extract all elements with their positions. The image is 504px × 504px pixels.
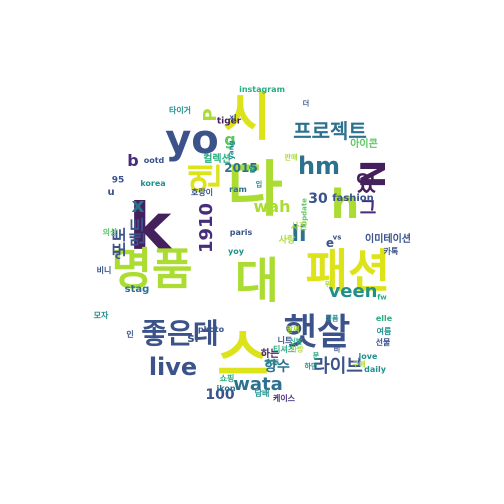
cloud-word: instagram xyxy=(239,85,285,94)
cloud-word: 대 xyxy=(234,253,280,309)
cloud-word: 2015 xyxy=(224,161,258,175)
cloud-word: elle xyxy=(375,314,393,323)
cloud-word: 판매 xyxy=(284,153,298,162)
cloud-word: 비니 xyxy=(96,266,112,275)
cloud-word: yang xyxy=(227,140,236,160)
cloud-word: wah xyxy=(253,197,291,216)
cloud-word: 30 xyxy=(308,191,328,207)
cloud-word: 정품 xyxy=(325,314,339,323)
cloud-word: 사진 xyxy=(290,222,308,233)
cloud-word: 1910 xyxy=(196,202,217,254)
cloud-word: 명품 xyxy=(111,244,193,295)
cloud-word: 인 xyxy=(126,330,134,339)
cloud-word: 있 xyxy=(355,172,377,197)
cloud-word: 비 xyxy=(333,345,341,354)
cloud-word: k xyxy=(128,191,172,265)
cloud-word: daily xyxy=(364,365,386,374)
cloud-word: 가방 xyxy=(290,345,304,354)
cloud-word: c xyxy=(115,251,121,262)
cloud-word: 여름 xyxy=(376,327,392,336)
cloud-word: veen xyxy=(328,281,378,302)
cloud-word: 더 xyxy=(302,99,310,108)
cloud-word: 햇살 xyxy=(283,312,351,353)
cloud-word: 하는 xyxy=(260,349,280,360)
cloud-word: love xyxy=(358,352,378,361)
cloud-word: 선물 xyxy=(375,338,391,347)
cloud-word: 입 xyxy=(255,180,263,189)
cloud-word: tiger xyxy=(216,116,242,127)
cloud-word: 티셔츠 xyxy=(272,345,296,354)
cloud-word: 이미테이션 xyxy=(365,234,411,245)
cloud-word: wata xyxy=(233,374,283,395)
cloud-word: vs xyxy=(332,233,342,242)
cloud-word: yo xyxy=(165,117,219,163)
cloud-word: e xyxy=(325,236,335,250)
cloud-word: x xyxy=(131,193,145,217)
cloud-word: 타이거 xyxy=(168,106,192,115)
cloud-word: ikon xyxy=(216,384,236,393)
cloud-word: ootd xyxy=(143,156,165,165)
cloud-word: 좋은데 xyxy=(141,317,219,350)
cloud-word: 다 xyxy=(227,155,283,225)
cloud-word: 프로젝트 xyxy=(293,119,367,143)
cloud-word: g xyxy=(224,130,236,149)
cloud-word: 멘트 xyxy=(128,217,147,247)
cloud-word: 구매 xyxy=(352,360,366,369)
cloud-word: 의상 xyxy=(102,228,118,237)
cloud-word: fashion xyxy=(332,193,374,204)
cloud-word: 스 xyxy=(217,324,269,389)
cloud-word: ram xyxy=(229,185,247,194)
cloud-word: 케이스 xyxy=(272,394,296,403)
cloud-word: 라이브 xyxy=(313,356,363,377)
cloud-word: 사랑 xyxy=(278,235,296,246)
cloud-word: yoy xyxy=(228,247,244,256)
cloud-word: 카톡 xyxy=(383,247,399,256)
cloud-word: photo xyxy=(197,325,225,334)
cloud-word: 담배 xyxy=(254,389,270,398)
cloud-word: 컬렉션 xyxy=(203,154,231,165)
cloud-word: 니트 xyxy=(277,336,293,345)
cloud-word: korea xyxy=(140,179,166,188)
cloud-word: hm xyxy=(297,152,341,180)
cloud-word: 시 xyxy=(223,88,271,148)
cloud-word: 호랑이 xyxy=(190,188,214,197)
cloud-word: paris xyxy=(229,228,253,237)
cloud-word: 그 xyxy=(359,198,377,219)
cloud-word: 분 xyxy=(312,351,320,360)
cloud-word: live xyxy=(148,353,198,381)
cloud-word: h xyxy=(330,182,360,228)
cloud-word: 아이콘 xyxy=(350,139,378,150)
cloud-word: 모자 xyxy=(93,311,109,320)
cloud-word: 쇼핑 xyxy=(219,374,235,383)
cloud-word: si xyxy=(187,331,199,345)
cloud-word: 105 xyxy=(264,358,280,367)
cloud-word: 향수 xyxy=(264,359,290,375)
cloud-word: fw xyxy=(377,293,387,302)
cloud-word: 일 xyxy=(248,165,256,174)
cloud-word: u xyxy=(107,187,115,198)
cloud-word: 패션 xyxy=(305,244,391,298)
cloud-word: li xyxy=(291,222,307,247)
cloud-word: xl xyxy=(229,113,237,122)
cloud-word: 하면 xyxy=(304,362,318,371)
cloud-word: stag xyxy=(124,284,150,295)
cloud-word: 위 xyxy=(324,280,332,289)
cloud-word: 100 xyxy=(205,387,235,403)
cloud-word: 팔찌 xyxy=(286,325,300,334)
cloud-word: 신발 xyxy=(289,337,303,346)
cloud-word: 95 xyxy=(111,175,125,186)
cloud-word: b xyxy=(127,151,139,170)
